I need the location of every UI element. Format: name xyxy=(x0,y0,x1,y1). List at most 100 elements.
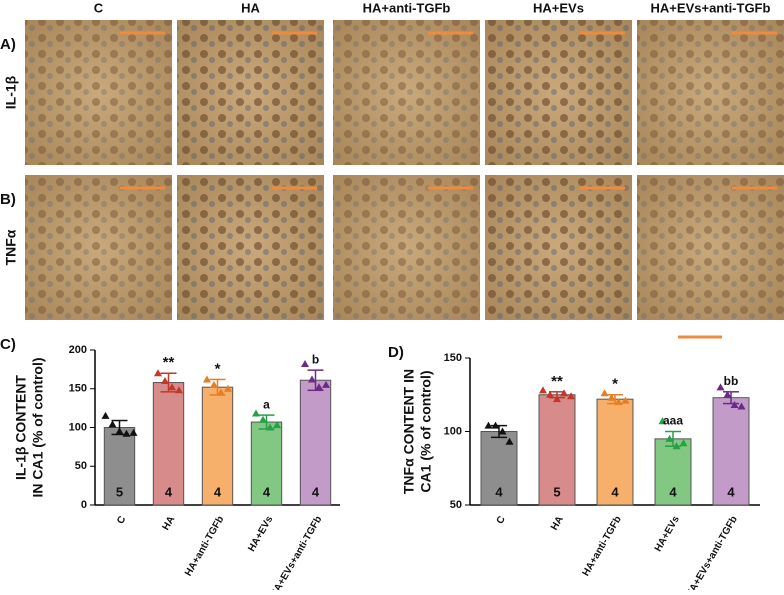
significance: b xyxy=(312,352,319,366)
y-axis-label: TNFα CONTENT IN xyxy=(401,369,417,494)
column-header: HA+anti-TGFb xyxy=(363,0,451,15)
data-point xyxy=(315,383,323,391)
n-label: 4 xyxy=(495,484,503,499)
y-tick-label: 0 xyxy=(81,499,87,511)
column-header: HA+EVs xyxy=(533,0,584,15)
n-label: 5 xyxy=(553,484,560,499)
data-point xyxy=(252,409,260,417)
x-tick-label: HA+anti-TGFb xyxy=(183,514,226,578)
x-tick-label: C xyxy=(115,514,128,526)
error-bar xyxy=(307,369,324,392)
data-point xyxy=(672,442,681,450)
data-point xyxy=(154,369,162,377)
bar xyxy=(152,382,185,506)
data-point xyxy=(168,383,176,391)
n-label: 4 xyxy=(611,484,619,499)
data-point xyxy=(505,437,514,445)
bar xyxy=(596,398,634,506)
panel-letter: D) xyxy=(388,344,404,361)
data-point xyxy=(115,427,124,435)
data-point xyxy=(737,402,746,410)
data-point xyxy=(217,388,225,396)
n-label: 5 xyxy=(116,484,123,499)
y-tick-label: 150 xyxy=(444,352,462,364)
column-header: HA+EVs+anti-TGFb xyxy=(651,0,771,15)
data-point xyxy=(108,420,117,428)
data-point xyxy=(553,395,561,403)
column-header: C xyxy=(94,0,104,15)
y-tick-label: 150 xyxy=(69,383,87,395)
data-point xyxy=(161,377,169,384)
error-bar xyxy=(160,372,177,393)
y-tick-label: 100 xyxy=(444,425,462,437)
data-point xyxy=(498,427,507,435)
significance: bb xyxy=(724,374,739,388)
micrograph-cells xyxy=(25,175,172,320)
n-label: 4 xyxy=(263,484,271,499)
data-point xyxy=(322,380,330,388)
bar xyxy=(201,386,234,506)
micrograph-cells xyxy=(637,20,784,165)
data-point xyxy=(210,380,218,388)
data-point xyxy=(614,398,623,406)
y-axis-label: CA1 (% of control) xyxy=(418,370,434,492)
micrograph-cells xyxy=(485,175,632,320)
y-tick-label: 50 xyxy=(75,460,87,472)
n-label: 4 xyxy=(669,484,677,499)
bar xyxy=(538,394,576,506)
n-label: 4 xyxy=(312,484,320,499)
y-axis-label: IN CA1 (% of control) xyxy=(30,358,46,498)
micrograph-cells xyxy=(177,20,324,165)
data-point xyxy=(658,417,667,425)
micrograph-cells xyxy=(333,175,480,320)
bar xyxy=(250,421,283,506)
data-point xyxy=(129,428,138,436)
panel-letter: B) xyxy=(0,191,16,208)
data-point xyxy=(716,383,725,391)
y-tick-label: 50 xyxy=(450,499,462,511)
x-tick-label: C xyxy=(495,514,508,526)
data-point xyxy=(122,429,131,437)
data-point xyxy=(175,386,183,394)
significance: a xyxy=(263,397,270,411)
x-tick-label: HA xyxy=(161,514,178,532)
micrograph-cells xyxy=(25,20,172,165)
n-label: 4 xyxy=(165,484,173,499)
data-point xyxy=(101,411,110,419)
data-point xyxy=(723,390,732,398)
significance: aaa xyxy=(663,414,683,428)
n-label: 4 xyxy=(214,484,222,499)
significance: * xyxy=(215,360,221,377)
micrograph-cells xyxy=(637,175,784,320)
panel-letter: A) xyxy=(0,36,16,53)
data-point xyxy=(273,421,281,429)
data-point xyxy=(301,359,309,367)
x-tick-label: HA+EVs+anti-TGFb xyxy=(269,514,325,590)
data-point xyxy=(539,386,547,394)
row-label: TNFα xyxy=(3,229,19,265)
x-tick-label: HA+EVs xyxy=(653,514,682,554)
data-point xyxy=(266,423,274,431)
column-header: HA xyxy=(241,0,260,15)
significance: ** xyxy=(551,373,563,390)
data-point xyxy=(730,401,739,409)
data-point xyxy=(679,439,688,447)
data-point xyxy=(259,415,267,423)
data-point xyxy=(600,389,609,397)
data-point xyxy=(665,434,674,442)
data-point xyxy=(560,389,568,397)
micrograph-cells xyxy=(177,175,324,320)
panel-letter: C) xyxy=(0,336,16,353)
row-label: IL-1β xyxy=(3,75,19,109)
y-tick-label: 100 xyxy=(69,421,87,433)
x-tick-label: HA+EVs+anti-TGFb xyxy=(684,514,740,590)
data-point xyxy=(621,396,630,404)
data-point xyxy=(308,375,316,383)
bar xyxy=(299,379,332,506)
x-tick-label: HA xyxy=(549,514,566,532)
micrograph-cells xyxy=(333,20,480,165)
x-tick-label: HA+anti-TGFb xyxy=(581,514,624,578)
data-point xyxy=(546,390,554,398)
data-point xyxy=(484,421,493,429)
